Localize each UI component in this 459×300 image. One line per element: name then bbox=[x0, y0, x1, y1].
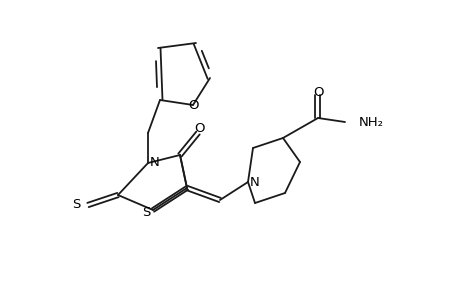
Text: O: O bbox=[313, 85, 324, 98]
Text: O: O bbox=[194, 122, 205, 136]
Text: S: S bbox=[142, 206, 151, 218]
Text: N: N bbox=[249, 176, 259, 190]
Text: S: S bbox=[73, 199, 81, 212]
Text: O: O bbox=[188, 98, 199, 112]
Text: NH₂: NH₂ bbox=[358, 116, 383, 128]
Text: N: N bbox=[150, 157, 159, 169]
